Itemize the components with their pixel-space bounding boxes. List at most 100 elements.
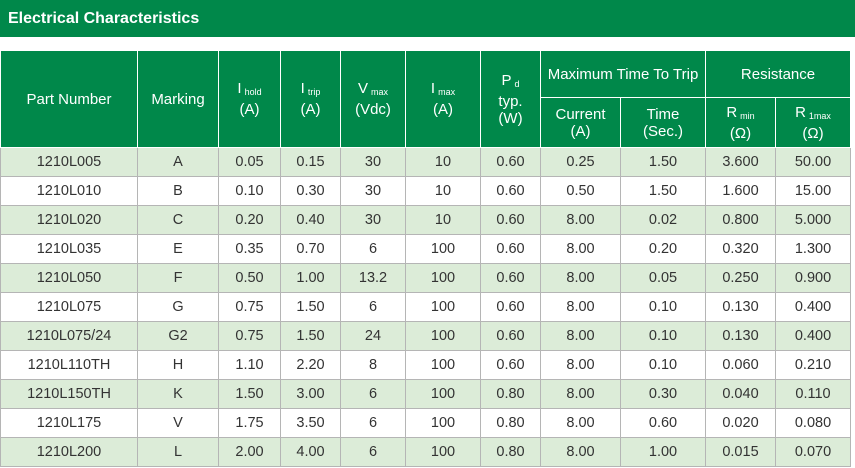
table-cell: 1.300	[774, 234, 852, 264]
table-cell: 6	[340, 437, 406, 467]
table-cell: 1210L150TH	[0, 379, 138, 409]
table-cell: K	[137, 379, 219, 409]
table-cell: 3.600	[705, 147, 776, 177]
table-cell: 0.30	[280, 176, 341, 206]
column-header-subscript: 1max	[808, 110, 831, 121]
table-cell: 1.50	[280, 292, 341, 322]
table-row: 1210L020 C 0.20 0.40 30 10 0.60 8.00 0.02 0.800 5.…	[0, 205, 852, 235]
table-cell: 0.60	[480, 147, 541, 177]
table-cell: 0.80	[480, 437, 541, 467]
table-cell: 0.130	[705, 292, 776, 322]
table-cell: 0.80	[480, 379, 541, 409]
table-cell: 0.75	[218, 292, 281, 322]
table-cell: 0.60	[480, 321, 541, 351]
table-cell: 2.00	[218, 437, 281, 467]
table-cell: 8.00	[540, 263, 621, 293]
table-cell: 0.50	[540, 176, 621, 206]
table-cell: 8.00	[540, 234, 621, 264]
table-cell: 1210L075/24	[0, 321, 138, 351]
column-header: Time (Sec.)	[620, 97, 706, 148]
column-header-symbol: R	[726, 103, 738, 121]
table-cell: 0.05	[218, 147, 281, 177]
column-header-label: Part Number	[26, 90, 112, 108]
table-cell: 0.40	[280, 205, 341, 235]
table-cell: 100	[405, 234, 481, 264]
table-cell: V	[137, 408, 219, 438]
table-cell: 0.400	[774, 321, 852, 351]
column-header-symbol: R	[795, 103, 806, 121]
column-header-unit: (Sec.)	[642, 122, 683, 140]
table-cell: 0.02	[620, 205, 706, 235]
table-cell: 0.60	[480, 263, 541, 293]
column-header-label: Marking	[151, 90, 205, 108]
table-cell: 0.800	[705, 205, 776, 235]
table-cell: 0.400	[774, 292, 852, 322]
column-header: Part Number	[0, 50, 138, 148]
table-cell: 8.00	[540, 292, 621, 322]
table-cell: 0.900	[774, 263, 852, 293]
table-cell: 30	[340, 205, 406, 235]
table-cell: 24	[340, 321, 406, 351]
table-cell: 0.080	[774, 408, 852, 438]
group-header: Maximum Time To Trip	[540, 50, 706, 98]
table-cell: B	[137, 176, 219, 206]
table-cell: 1.10	[218, 350, 281, 380]
column-header-subscript: d	[514, 78, 520, 89]
table-row: 1210L075 G 0.75 1.50 6 100 0.60 8.00 0.10 0.130 0.…	[0, 292, 852, 322]
table-cell: 0.05	[620, 263, 706, 293]
table-cell: 100	[405, 437, 481, 467]
table-cell: 6	[340, 408, 406, 438]
table-cell: 6	[340, 292, 406, 322]
table-cell: 0.015	[705, 437, 776, 467]
table-cell: 8.00	[540, 408, 621, 438]
table-cell: 1210L200	[0, 437, 138, 467]
table-cell: 0.20	[620, 234, 706, 264]
table-row: 1210L050 F 0.50 1.00 13.2 100 0.60 8.00 0.05 0.25…	[0, 263, 852, 293]
column-header-unit: (A)	[433, 101, 453, 118]
table-cell: 50.00	[774, 147, 852, 177]
column-header-symbol: I	[300, 80, 305, 97]
table-cell: 0.60	[620, 408, 706, 438]
table-cell: 0.80	[480, 408, 541, 438]
table-cell: 1210L010	[0, 176, 138, 206]
table-cell: 8.00	[540, 437, 621, 467]
column-header-unit: (Ω)	[729, 124, 752, 142]
table-cell: 0.35	[218, 234, 281, 264]
table-cell: 100	[405, 408, 481, 438]
table-cell: A	[137, 147, 219, 177]
column-header-subscript: min	[740, 110, 755, 121]
group-header: Resistance	[704, 50, 852, 98]
table-cell: 8	[340, 350, 406, 380]
table-cell: 6	[340, 234, 406, 264]
table-body: 1210L005 A 0.05 0.15 30 10 0.60 0.25 1.50 3.600 50…	[0, 147, 852, 467]
column-header-subscript: trip	[307, 87, 321, 97]
table-cell: G2	[137, 321, 219, 351]
table-cell: 3.00	[280, 379, 341, 409]
table-cell: 0.060	[705, 350, 776, 380]
table-cell: 10	[405, 176, 481, 206]
table-cell: 100	[405, 321, 481, 351]
table-cell: 0.130	[705, 321, 776, 351]
column-header-unit: (A)	[239, 101, 260, 118]
table-cell: 100	[405, 350, 481, 380]
column-header-subscript: max	[371, 87, 389, 97]
table-cell: C	[137, 205, 219, 235]
table-cell: E	[137, 234, 219, 264]
table-row: 1210L200 L 2.00 4.00 6 100 0.80 8.00 1.00 0.015 0.…	[0, 437, 852, 467]
table-cell: 6	[340, 379, 406, 409]
table-row: 1210L005 A 0.05 0.15 30 10 0.60 0.25 1.50 3.600 50…	[0, 147, 852, 177]
table-cell: 1.00	[280, 263, 341, 293]
column-header-subscript: max	[438, 87, 456, 97]
table-cell: 0.070	[774, 437, 852, 467]
table-row: 1210L150TH K 1.50 3.00 6 100 0.80 8.00 0.30 0.040…	[0, 379, 852, 409]
table-cell: L	[137, 437, 219, 467]
table-cell: 1.50	[620, 176, 706, 206]
column-header-symbol: P	[501, 71, 512, 89]
